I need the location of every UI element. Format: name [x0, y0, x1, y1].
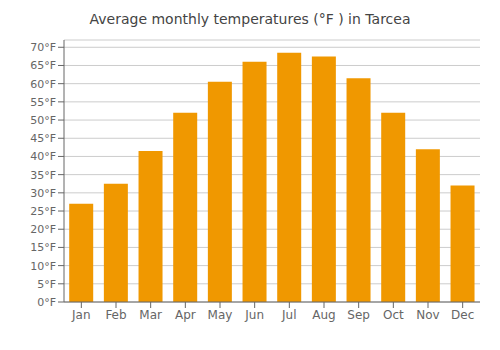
svg-text:45°F: 45°F: [30, 132, 56, 145]
svg-text:60°F: 60°F: [30, 78, 56, 91]
svg-text:Aug: Aug: [312, 308, 335, 322]
svg-text:5°F: 5°F: [37, 278, 56, 291]
svg-text:40°F: 40°F: [30, 150, 56, 163]
svg-text:35°F: 35°F: [30, 169, 56, 182]
svg-text:30°F: 30°F: [30, 187, 56, 200]
svg-text:Sep: Sep: [347, 308, 370, 322]
svg-text:25°F: 25°F: [30, 205, 56, 218]
svg-text:Mar: Mar: [139, 308, 162, 322]
svg-text:May: May: [208, 308, 233, 322]
svg-text:Jun: Jun: [244, 308, 264, 322]
svg-text:10°F: 10°F: [30, 260, 56, 273]
svg-text:Jul: Jul: [281, 308, 296, 322]
svg-text:55°F: 55°F: [30, 96, 56, 109]
svg-text:70°F: 70°F: [30, 41, 56, 54]
svg-text:Oct: Oct: [383, 308, 404, 322]
svg-text:65°F: 65°F: [30, 59, 56, 72]
svg-text:Jan: Jan: [71, 308, 91, 322]
html-text:Average monthly temperatures (: Average monthly temperatures (°F ) in Ta…: [89, 11, 411, 27]
svg-text:Feb: Feb: [105, 308, 126, 322]
svg-text:0°F: 0°F: [37, 296, 56, 309]
svg-text:Dec: Dec: [451, 308, 474, 322]
svg-text:15°F: 15°F: [30, 241, 56, 254]
svg-text:50°F: 50°F: [30, 114, 56, 127]
svg-text:Apr: Apr: [175, 308, 196, 322]
svg-text:Nov: Nov: [416, 308, 439, 322]
svg-text:20°F: 20°F: [30, 223, 56, 236]
